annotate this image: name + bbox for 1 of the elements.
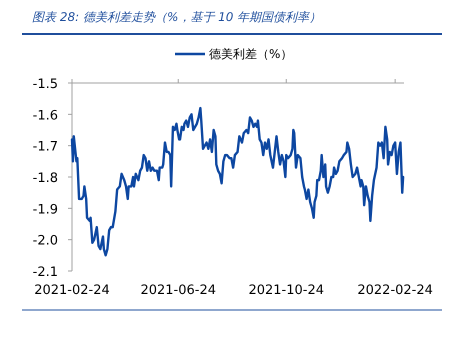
title: 图表 28: 德美利差走势（%，基于 10 年期国债利率）: [32, 10, 322, 24]
